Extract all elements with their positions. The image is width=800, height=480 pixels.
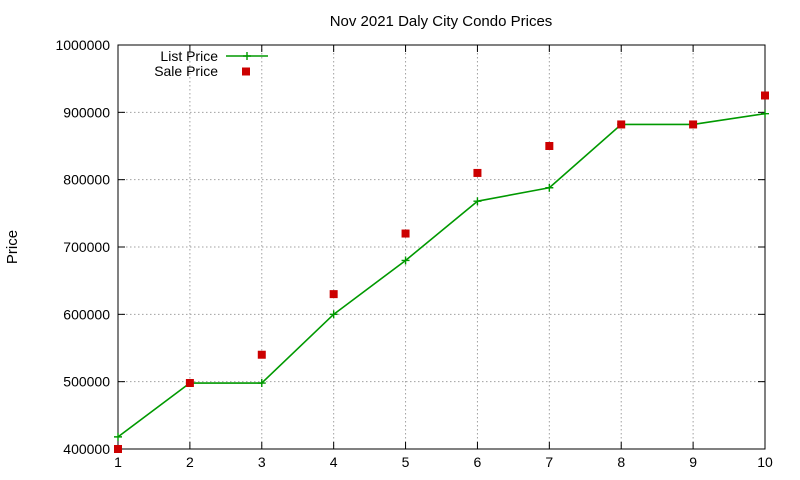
list-price-point: [114, 432, 122, 441]
sale-price-point: [473, 168, 482, 177]
grid: [118, 45, 765, 449]
x-tick-label: 5: [402, 454, 410, 470]
legend-marker-list-price: [243, 52, 251, 60]
series: [114, 91, 769, 453]
x-tick-label: 4: [330, 454, 338, 470]
sale-price-point: [329, 290, 338, 299]
list-price-point: [329, 310, 338, 319]
list-price-point: [473, 197, 482, 206]
x-tick-label: 9: [689, 454, 697, 470]
legend-label-list-price: List Price: [160, 48, 218, 64]
legend: List Price Sale Price: [154, 48, 268, 79]
series-list-price-line: [117, 112, 766, 438]
sale-price-point: [401, 229, 410, 238]
sale-price-point: [761, 91, 769, 100]
sale-price-point: [689, 120, 698, 129]
y-tick-label: 700000: [63, 239, 110, 255]
y-tick-label: 800000: [63, 172, 110, 188]
x-tick-label: 1: [114, 454, 122, 470]
list-price-point: [257, 379, 266, 388]
y-tick-label: 500000: [63, 374, 110, 390]
legend-label-sale-price: Sale Price: [154, 63, 218, 79]
y-axis-title: Price: [4, 230, 21, 264]
sale-price-point: [257, 350, 266, 359]
y-tick-label: 400000: [63, 441, 110, 457]
x-tick-label: 8: [617, 454, 625, 470]
sale-price-point: [185, 379, 194, 388]
sale-price-point: [114, 445, 122, 453]
chart-title: Nov 2021 Daly City Condo Prices: [330, 13, 553, 30]
list-price-point: [545, 183, 554, 192]
x-tick-label: 2: [186, 454, 194, 470]
sale-price-point: [617, 120, 626, 129]
x-tick-label: 10: [757, 454, 773, 470]
y-tick-label: 600000: [63, 306, 110, 322]
y-tick-label: 900000: [63, 104, 110, 120]
axis-ticks: 1 2 3 4 5 6 7 8 9 10 400000 500000 600000 700000 80000…: [55, 37, 773, 470]
sale-price-point: [545, 142, 554, 150]
y-axis-title-group: Price: [4, 230, 21, 264]
x-tick-label: 3: [258, 454, 266, 470]
legend-marker-sale-price: [242, 67, 250, 76]
x-tick-label: 7: [545, 454, 553, 470]
x-tick-label: 6: [474, 454, 482, 470]
y-tick-label: 1000000: [55, 37, 110, 53]
list-price-point: [401, 256, 410, 265]
list-price-point: [761, 109, 769, 118]
